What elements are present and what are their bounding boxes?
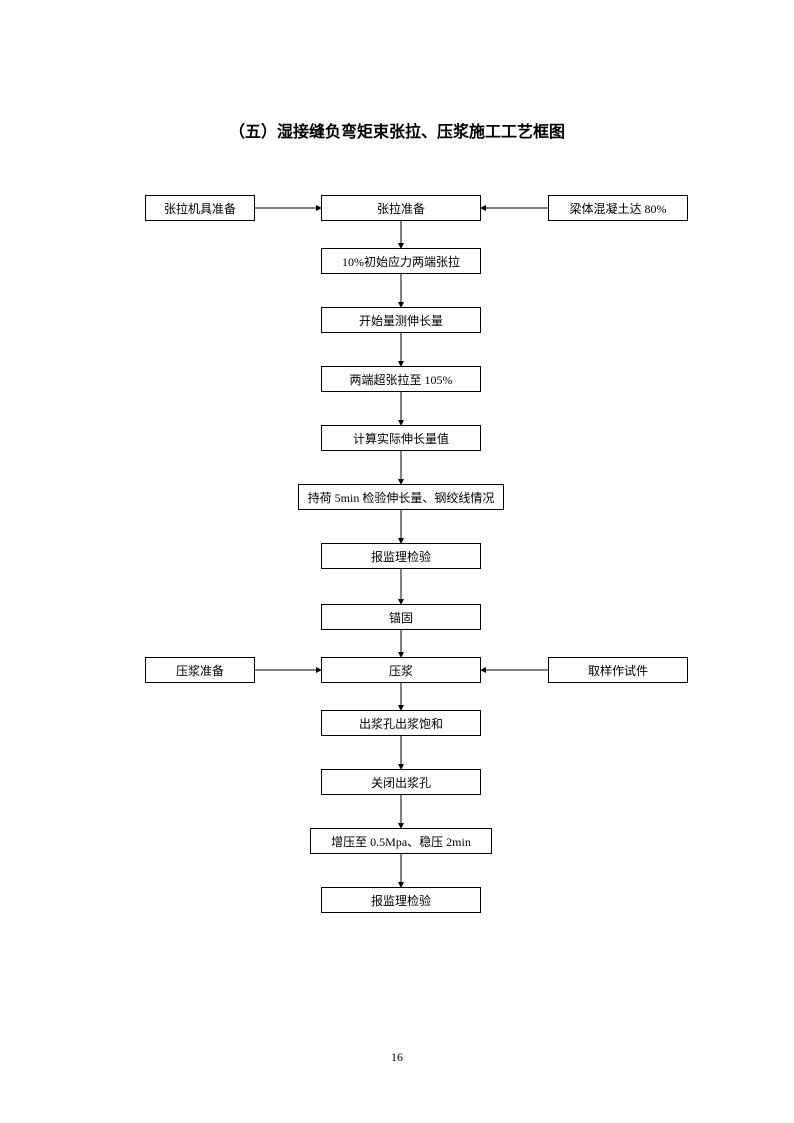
flowchart-node-tension_prep: 张拉准备 — [321, 195, 481, 221]
flowchart-node-concrete80: 梁体混凝土达 80% — [548, 195, 688, 221]
flowchart-node-sample: 取样作试件 — [548, 657, 688, 683]
flowchart-node-prep_equip: 张拉机具准备 — [145, 195, 255, 221]
flowchart-node-report2: 报监理检验 — [321, 887, 481, 913]
flowchart-node-anchor: 锚固 — [321, 604, 481, 630]
flowchart-node-saturate: 出浆孔出浆饱和 — [321, 710, 481, 736]
flowchart-node-grout_prep: 压浆准备 — [145, 657, 255, 683]
flowchart-node-report1: 报监理检验 — [321, 543, 481, 569]
page-number: 16 — [0, 1050, 794, 1065]
flowchart-node-calc: 计算实际伸长量值 — [321, 425, 481, 451]
page-title: （五）湿接缝负弯矩束张拉、压浆施工工艺框图 — [0, 118, 794, 142]
flowchart-node-grout: 压浆 — [321, 657, 481, 683]
flowchart-node-hold5: 持荷 5min 检验伸长量、钢绞线情况 — [298, 484, 504, 510]
flowchart-node-close: 关闭出浆孔 — [321, 769, 481, 795]
flowchart-node-pressurize: 增压至 0.5Mpa、稳压 2min — [310, 828, 492, 854]
flowchart-node-measure: 开始量测伸长量 — [321, 307, 481, 333]
flowchart-node-ten_pct: 10%初始应力两端张拉 — [321, 248, 481, 274]
flowchart-node-over105: 两端超张拉至 105% — [321, 366, 481, 392]
